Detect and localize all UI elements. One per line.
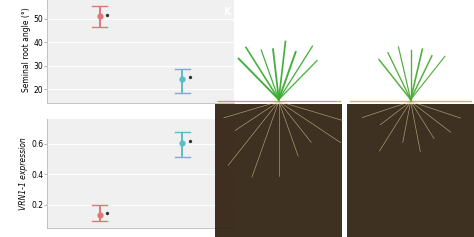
- Bar: [216, 104, 342, 237]
- Text: K: K: [223, 7, 231, 17]
- Bar: [347, 104, 474, 237]
- Y-axis label: Seminal root angle (°): Seminal root angle (°): [22, 7, 31, 92]
- Y-axis label: VRN1-1 expression: VRN1-1 expression: [19, 137, 28, 210]
- Text: L: L: [353, 7, 359, 17]
